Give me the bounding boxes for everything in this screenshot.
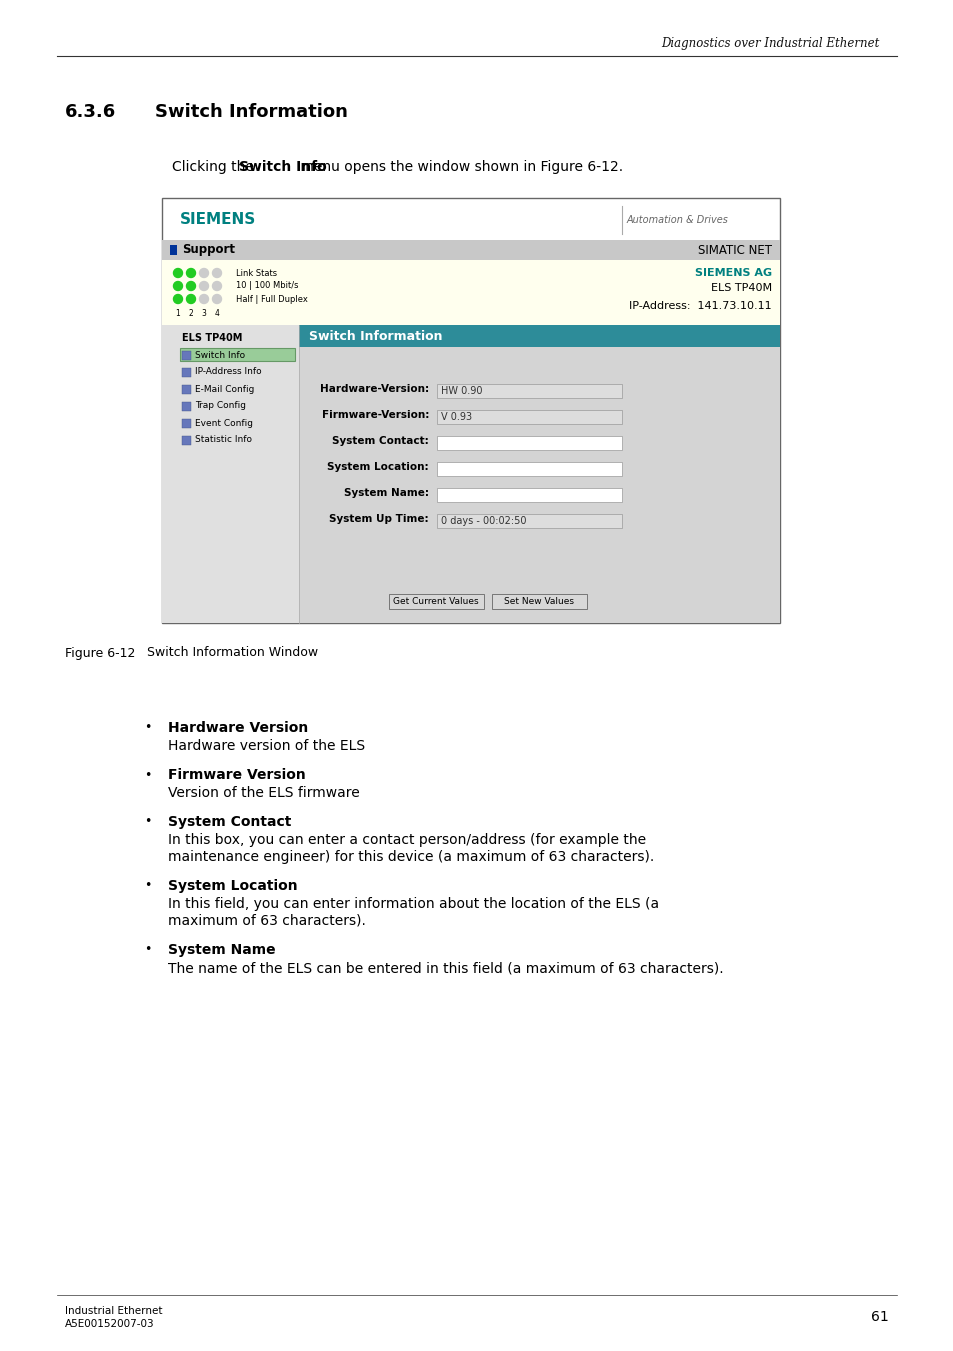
Text: Switch Information Window: Switch Information Window [147, 647, 317, 659]
Text: Half | Full Duplex: Half | Full Duplex [235, 295, 308, 304]
Bar [182, 436, 191, 444]
Circle shape [186, 281, 195, 290]
Text: 10 | 100 Mbit/s: 10 | 100 Mbit/s [235, 281, 298, 290]
Bar [389, 594, 483, 609]
Circle shape [199, 281, 209, 290]
Bar [162, 199, 780, 623]
Bar [436, 462, 621, 476]
Text: maintenance engineer) for this device (a maximum of 63 characters).: maintenance engineer) for this device (a… [168, 850, 654, 865]
Circle shape [173, 281, 182, 290]
Text: Figure 6-12: Figure 6-12 [65, 647, 135, 659]
Bar [182, 385, 191, 394]
Text: System Location: System Location [168, 880, 297, 893]
Bar [182, 403, 191, 411]
Text: IP-Address:  141.73.10.11: IP-Address: 141.73.10.11 [629, 301, 771, 311]
Text: •: • [144, 880, 152, 893]
Text: SIMATIC NET: SIMATIC NET [698, 243, 771, 257]
Circle shape [186, 295, 195, 304]
Text: SIEMENS AG: SIEMENS AG [694, 267, 771, 278]
Text: In this box, you can enter a contact person/address (for example the: In this box, you can enter a contact per… [168, 834, 645, 847]
Text: •: • [144, 769, 152, 781]
Text: Switch Information: Switch Information [154, 103, 348, 122]
Bar [436, 409, 621, 424]
Circle shape [213, 295, 221, 304]
Text: Firmware-Version:: Firmware-Version: [321, 409, 429, 420]
Bar [436, 513, 621, 528]
Text: Industrial Ethernet: Industrial Ethernet [65, 1306, 162, 1316]
Text: E-Mail Config: E-Mail Config [194, 385, 254, 393]
Text: Link Stats: Link Stats [235, 269, 276, 277]
Text: Clicking the: Clicking the [172, 159, 258, 174]
Text: •: • [144, 943, 152, 957]
Text: ELS TP40M: ELS TP40M [710, 282, 771, 293]
Text: Statistic Info: Statistic Info [194, 435, 252, 444]
Text: Event Config: Event Config [194, 419, 253, 427]
Bar [436, 384, 621, 399]
Text: maximum of 63 characters).: maximum of 63 characters). [168, 915, 366, 928]
Bar [298, 347, 780, 623]
Text: Support: Support [182, 243, 234, 257]
Text: Switch Info: Switch Info [239, 159, 327, 174]
Text: System Contact:: System Contact: [332, 436, 429, 446]
Circle shape [213, 281, 221, 290]
Text: System Location:: System Location: [327, 462, 429, 471]
Circle shape [199, 295, 209, 304]
Text: Firmware Version: Firmware Version [168, 767, 305, 782]
Text: A5E00152007-03: A5E00152007-03 [65, 1319, 154, 1329]
Text: 2: 2 [189, 308, 193, 317]
Text: SIEMENS: SIEMENS [180, 212, 256, 227]
Text: Diagnostics over Industrial Ethernet: Diagnostics over Industrial Ethernet [661, 38, 879, 50]
Text: System Name:: System Name: [344, 488, 429, 499]
Text: 4: 4 [214, 308, 219, 317]
Text: 61: 61 [870, 1310, 888, 1324]
Text: Hardware-Version:: Hardware-Version: [319, 384, 429, 394]
Bar [436, 488, 621, 503]
Text: 6.3.6: 6.3.6 [65, 103, 116, 122]
Bar [182, 419, 191, 428]
Text: Automation & Drives: Automation & Drives [626, 215, 728, 226]
Text: Switch Information: Switch Information [309, 330, 442, 343]
Text: Switch Info: Switch Info [194, 350, 245, 359]
Text: IP-Address Info: IP-Address Info [194, 367, 261, 377]
Circle shape [173, 295, 182, 304]
Bar [170, 245, 177, 255]
Circle shape [213, 269, 221, 277]
Text: 3: 3 [201, 308, 206, 317]
Bar [436, 436, 621, 450]
Text: System Name: System Name [168, 943, 275, 957]
Circle shape [186, 269, 195, 277]
Bar [162, 326, 298, 623]
Bar [162, 240, 780, 259]
Text: HW 0.90: HW 0.90 [440, 386, 482, 396]
Bar [492, 594, 586, 609]
Text: System Contact: System Contact [168, 815, 291, 830]
Circle shape [199, 269, 209, 277]
Text: In this field, you can enter information about the location of the ELS (a: In this field, you can enter information… [168, 897, 659, 911]
Text: Version of the ELS firmware: Version of the ELS firmware [168, 786, 359, 800]
Text: ELS TP40M: ELS TP40M [182, 332, 242, 343]
Bar [182, 367, 191, 377]
Bar [162, 259, 780, 326]
Text: Set New Values: Set New Values [503, 597, 574, 607]
Text: Hardware version of the ELS: Hardware version of the ELS [168, 739, 365, 753]
Bar [298, 326, 780, 347]
Text: menu opens the window shown in Figure 6-12.: menu opens the window shown in Figure 6-… [295, 159, 622, 174]
Text: •: • [144, 721, 152, 735]
Circle shape [173, 269, 182, 277]
Text: 1: 1 [175, 308, 180, 317]
Text: 0 days - 00:02:50: 0 days - 00:02:50 [440, 516, 526, 526]
Text: V 0.93: V 0.93 [440, 412, 472, 422]
Text: Hardware Version: Hardware Version [168, 721, 308, 735]
Text: System Up Time:: System Up Time: [329, 513, 429, 524]
Text: Get Current Values: Get Current Values [393, 597, 478, 607]
Text: •: • [144, 816, 152, 828]
Bar [182, 351, 191, 359]
Text: The name of the ELS can be entered in this field (a maximum of 63 characters).: The name of the ELS can be entered in th… [168, 961, 723, 975]
Text: Trap Config: Trap Config [194, 401, 246, 411]
Bar [180, 349, 294, 361]
